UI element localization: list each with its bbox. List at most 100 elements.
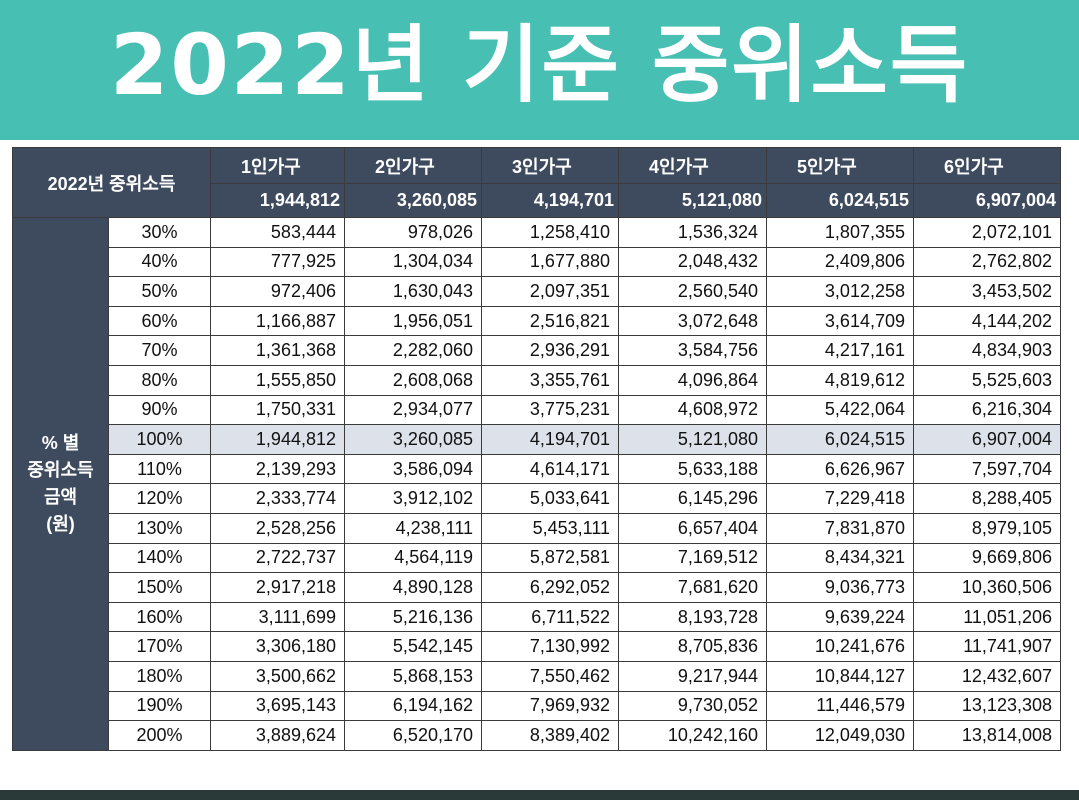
percent-cell: 80%: [108, 364, 211, 396]
amount-cell: 4,144,202: [913, 305, 1061, 337]
amount-cell: 3,260,085: [344, 424, 482, 455]
amount-cell: 1,258,410: [481, 217, 619, 248]
amount-cell: 13,123,308: [913, 690, 1061, 722]
table-row: 90% 1,750,331 2,934,077 3,775,231 4,608,972 5…: [13, 394, 1061, 426]
amount-cell: 9,730,052: [618, 690, 767, 722]
table-row: 150% 2,917,218 4,890,128 6,292,052 7,681,620…: [13, 572, 1061, 603]
percent-cell: 130%: [108, 512, 211, 544]
amount-cell: 6,626,967: [766, 453, 914, 485]
column-header-4: 4인가구: [618, 147, 767, 184]
amount-cell: 2,139,293: [210, 453, 345, 485]
table-row: % 별 중위소득 금액 (원) 30% 583,444 978,026 1,258,410 1,…: [12, 217, 1061, 751]
table-row: 130% 2,528,256 4,238,111 5,453,111 6,657,404…: [13, 512, 1061, 544]
amount-cell: 7,550,462: [481, 660, 619, 692]
amount-cell: 583,444: [210, 217, 345, 248]
median-value-2: 3,260,085: [344, 183, 482, 218]
percent-cell: 120%: [108, 483, 211, 514]
amount-cell: 6,216,304: [913, 394, 1061, 426]
amount-cell: 4,194,701: [481, 424, 619, 455]
side-label: % 별 중위소득 금액 (원): [12, 217, 109, 751]
median-value-6: 6,907,004: [913, 183, 1061, 218]
amount-cell: 3,500,662: [210, 660, 345, 692]
amount-cell: 7,130,992: [481, 631, 619, 662]
amount-cell: 3,912,102: [344, 483, 482, 514]
table-row: 80% 1,555,850 2,608,068 3,355,761 4,096,864 4…: [13, 364, 1061, 396]
amount-cell: 4,614,171: [481, 453, 619, 485]
amount-cell: 6,292,052: [481, 572, 619, 603]
amount-cell: 4,564,119: [344, 542, 482, 574]
amount-cell: 3,584,756: [618, 335, 767, 366]
amount-cell: 2,097,351: [481, 276, 619, 307]
table-row: 140% 2,722,737 4,564,119 5,872,581 7,169,512…: [13, 542, 1061, 574]
title-banner: 2022년 기준 중위소득: [0, 0, 1079, 130]
percent-cell: 170%: [108, 631, 211, 662]
amount-cell: 10,844,127: [766, 660, 914, 692]
amount-cell: 3,775,231: [481, 394, 619, 426]
percent-cell: 30%: [108, 217, 211, 248]
percent-cell: 190%: [108, 690, 211, 722]
amount-cell: 2,560,540: [618, 276, 767, 307]
amount-cell: 6,145,296: [618, 483, 767, 514]
side-label-line: 금액: [43, 486, 78, 507]
amount-cell: 7,169,512: [618, 542, 767, 574]
amount-cell: 3,889,624: [210, 720, 345, 751]
amount-cell: 10,360,506: [913, 572, 1061, 603]
table-row: 160% 3,111,699 5,216,136 6,711,522 8,193,728…: [13, 601, 1061, 633]
table-sheet: 2022년 중위소득 1인가구 2인가구 3인가구 4인가구 5인가구 6인가구 1,94…: [0, 140, 1079, 790]
median-income-table: 2022년 중위소득 1인가구 2인가구 3인가구 4인가구 5인가구 6인가구 1,94…: [12, 147, 1061, 751]
amount-cell: 2,282,060: [344, 335, 482, 366]
amount-cell: 1,807,355: [766, 217, 914, 248]
median-value-3: 4,194,701: [481, 183, 619, 218]
amount-cell: 9,217,944: [618, 660, 767, 692]
amount-cell: 5,453,111: [481, 512, 619, 544]
amount-cell: 978,026: [344, 217, 482, 248]
amount-cell: 3,614,709: [766, 305, 914, 337]
amount-cell: 6,194,162: [344, 690, 482, 722]
amount-cell: 4,238,111: [344, 512, 482, 544]
percent-cell: 150%: [108, 572, 211, 603]
side-label-line: (원): [46, 513, 75, 534]
amount-cell: 8,434,321: [766, 542, 914, 574]
amount-cell: 3,072,648: [618, 305, 767, 337]
percent-cell: 90%: [108, 394, 211, 426]
amount-cell: 3,695,143: [210, 690, 345, 722]
amount-cell: 8,193,728: [618, 601, 767, 633]
amount-cell: 2,917,218: [210, 572, 345, 603]
amount-cell: 7,681,620: [618, 572, 767, 603]
amount-cell: 11,741,907: [913, 631, 1061, 662]
amount-cell: 2,072,101: [913, 217, 1061, 248]
percent-cell: 110%: [108, 453, 211, 485]
amount-cell: 3,586,094: [344, 453, 482, 485]
amount-cell: 1,361,368: [210, 335, 345, 366]
amount-cell: 10,241,676: [766, 631, 914, 662]
table-row: 100% 1,944,812 3,260,085 4,194,701 5,121,080…: [13, 424, 1061, 455]
amount-cell: 2,528,256: [210, 512, 345, 544]
amount-cell: 9,036,773: [766, 572, 914, 603]
amount-cell: 1,944,812: [210, 424, 345, 455]
amount-cell: 3,111,699: [210, 601, 345, 633]
column-header-5: 5인가구: [766, 147, 914, 184]
amount-cell: 5,525,603: [913, 364, 1061, 396]
amount-cell: 6,711,522: [481, 601, 619, 633]
amount-cell: 2,762,802: [913, 246, 1061, 278]
percent-cell: 60%: [108, 305, 211, 337]
amount-cell: 1,555,850: [210, 364, 345, 396]
amount-cell: 5,422,064: [766, 394, 914, 426]
amount-cell: 9,669,806: [913, 542, 1061, 574]
amount-cell: 4,890,128: [344, 572, 482, 603]
amount-cell: 12,049,030: [766, 720, 914, 751]
amount-cell: 5,868,153: [344, 660, 482, 692]
amount-cell: 9,639,224: [766, 601, 914, 633]
amount-cell: 8,389,402: [481, 720, 619, 751]
amount-cell: 777,925: [210, 246, 345, 278]
table-row: 70% 1,361,368 2,282,060 2,936,291 3,584,756 4…: [13, 335, 1061, 366]
median-value-1: 1,944,812: [210, 183, 345, 218]
amount-cell: 11,446,579: [766, 690, 914, 722]
table-row: 50% 972,406 1,630,043 2,097,351 2,560,540 3,0…: [13, 276, 1061, 307]
amount-cell: 1,677,880: [481, 246, 619, 278]
amount-cell: 7,229,418: [766, 483, 914, 514]
percent-cell: 200%: [108, 720, 211, 751]
table-row: 170% 3,306,180 5,542,145 7,130,992 8,705,836…: [13, 631, 1061, 662]
column-header-2: 2인가구: [344, 147, 482, 184]
bottom-strip: [0, 790, 1079, 800]
